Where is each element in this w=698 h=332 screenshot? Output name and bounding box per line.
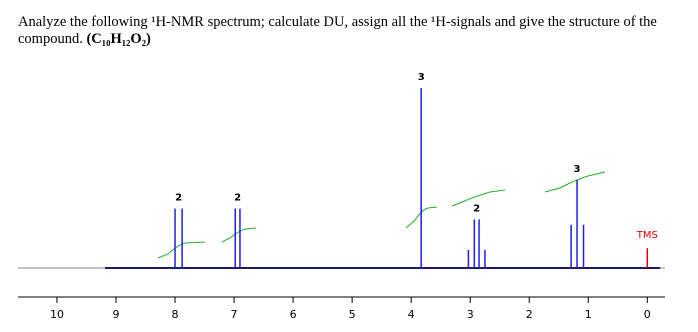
x-tick-label: 0 xyxy=(644,308,651,321)
formula: (C₁₀H₁₂O₂) xyxy=(86,31,151,47)
integral-label: 2 xyxy=(234,193,241,204)
integral-label: 2 xyxy=(473,203,480,214)
x-tick-label: 3 xyxy=(467,308,474,321)
x-tick-label: 7 xyxy=(231,308,238,321)
integral-curves xyxy=(157,171,606,259)
integral-label: 2 xyxy=(175,193,182,204)
reference-label: TMS xyxy=(636,230,658,241)
integral-curve xyxy=(544,171,606,193)
integral-label: 3 xyxy=(574,164,581,175)
integral-curve xyxy=(157,241,206,259)
integral-label: 3 xyxy=(418,72,425,83)
x-tick-label: 10 xyxy=(50,308,64,321)
question-text: Analyze the following ¹H-NMR spectrum; c… xyxy=(18,14,657,47)
x-tick-label: 9 xyxy=(112,308,119,321)
x-tick-label: 2 xyxy=(526,308,533,321)
x-tick-label: 6 xyxy=(290,308,297,321)
question: Analyze the following ¹H-NMR spectrum; c… xyxy=(18,14,688,48)
integral-curve xyxy=(451,189,506,207)
x-tick-label: 8 xyxy=(172,308,179,321)
integral-curve xyxy=(221,227,257,243)
x-tick-label: 5 xyxy=(349,308,356,321)
x-tick-label: 1 xyxy=(585,308,592,321)
x-tick-label: 4 xyxy=(408,308,415,321)
